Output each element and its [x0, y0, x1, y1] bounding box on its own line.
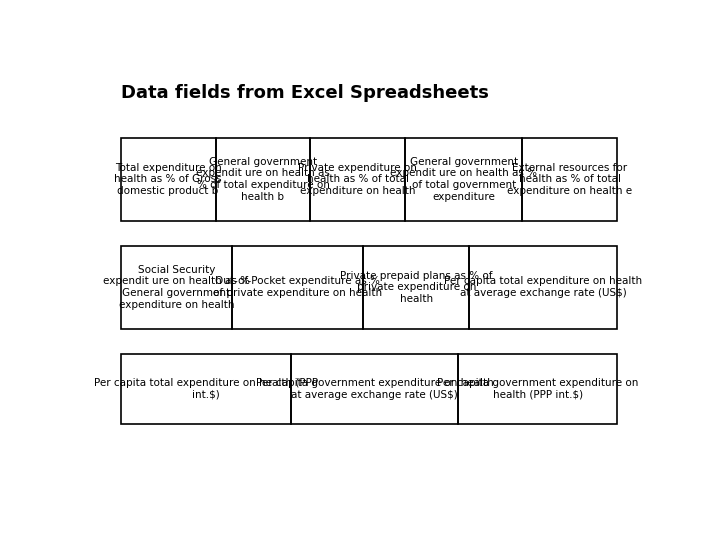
Text: Out-of-Pocket expenditure as %
of private expenditure on health: Out-of-Pocket expenditure as % of privat…: [213, 276, 382, 298]
Bar: [523, 138, 617, 221]
Text: General government
expendit ure on health as %
of total government
expenditure: General government expendit ure on healt…: [390, 157, 537, 201]
Bar: [459, 354, 617, 424]
Bar: [121, 138, 215, 221]
Text: Per capita government expenditure on
health (PPP int.$): Per capita government expenditure on hea…: [437, 379, 639, 400]
Text: General government
expendit ure on health as
% of total expenditure on
health b: General government expendit ure on healt…: [196, 157, 330, 201]
Text: Total expenditure on
health as % of Gross
domestic product b: Total expenditure on health as % of Gros…: [114, 163, 222, 195]
Bar: [310, 138, 405, 221]
Bar: [364, 246, 469, 329]
Bar: [233, 246, 364, 329]
Text: Per capita total expenditure on health (PPP
int.$): Per capita total expenditure on health (…: [94, 379, 318, 400]
Bar: [469, 246, 617, 329]
Text: Per capita government expenditure on health
at average exchange rate (US$): Per capita government expenditure on hea…: [256, 379, 493, 400]
Text: Private prepaid plans as % of
private expenditure on
health: Private prepaid plans as % of private ex…: [340, 271, 492, 304]
Bar: [291, 354, 459, 424]
Bar: [215, 138, 310, 221]
Bar: [121, 246, 233, 329]
Text: Social Security
expendit ure on health as %
General government
expenditure on he: Social Security expendit ure on health a…: [103, 265, 250, 309]
Bar: [405, 138, 523, 221]
Bar: [121, 354, 291, 424]
Text: Data fields from Excel Spreadsheets: Data fields from Excel Spreadsheets: [121, 84, 489, 102]
Text: External resources for
health as % of total
expenditure on health e: External resources for health as % of to…: [508, 163, 632, 195]
Text: Per capita total expenditure on health
at average exchange rate (US$): Per capita total expenditure on health a…: [444, 276, 642, 298]
Text: Private expenditure on
health as % of total
expenditure on health: Private expenditure on health as % of to…: [298, 163, 418, 195]
